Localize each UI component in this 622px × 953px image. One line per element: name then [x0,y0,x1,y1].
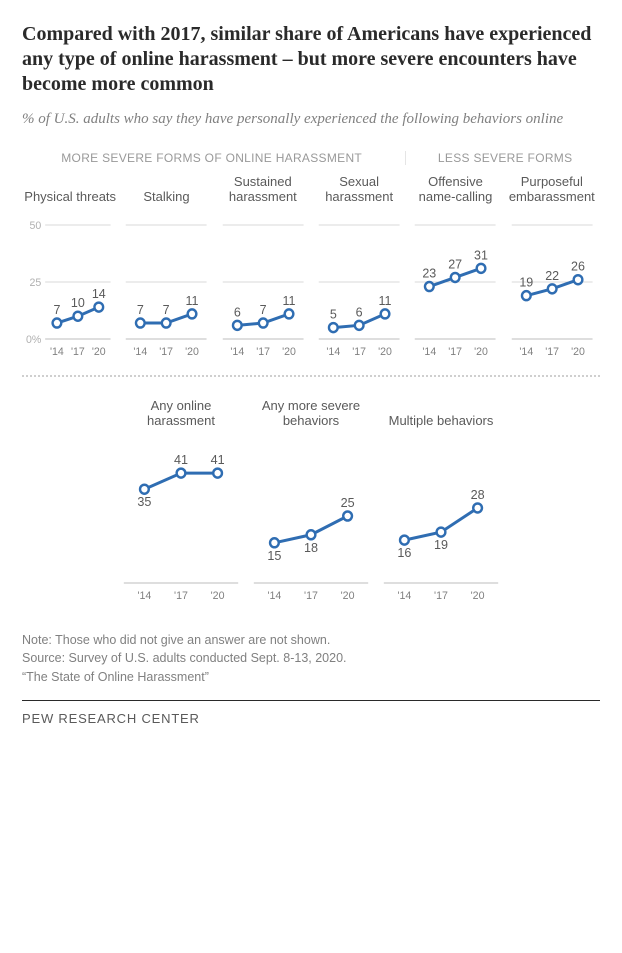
svg-text:5: 5 [330,307,337,322]
svg-text:18: 18 [304,540,318,555]
svg-text:'14: '14 [230,346,244,358]
svg-text:'20: '20 [571,346,585,358]
svg-text:'14: '14 [134,346,148,358]
svg-text:6: 6 [233,304,240,319]
svg-text:26: 26 [571,259,585,274]
panel-title: Any more severe behaviors [248,395,374,429]
svg-text:11: 11 [186,293,199,308]
svg-text:19: 19 [519,275,533,290]
chart-panel: Sexual harassment 5 6 11 '14 '17 '20 [311,171,407,359]
svg-text:'14: '14 [423,346,437,358]
mini-chart: 5 6 11 '14 '17 '20 [313,209,405,359]
svg-text:0%: 0% [26,334,42,346]
panel-title: Physical threats [24,171,116,205]
svg-text:'14: '14 [50,346,64,358]
chart-row-2: Any online harassment354141'14'17'20Any … [22,395,600,603]
svg-text:'20: '20 [185,346,199,358]
group-headers: MORE SEVERE FORMS OF ONLINE HARASSMENT L… [22,151,600,165]
chart-subtitle: % of U.S. adults who say they have perso… [22,109,600,129]
mini-chart: 35 41 41 '14 '17 '20 [118,433,244,603]
svg-text:'17: '17 [434,590,448,602]
mini-chart: 15 18 25 '14 '17 '20 [248,433,374,603]
svg-text:'17: '17 [256,346,270,358]
note-text: Note: Those who did not give an answer a… [22,631,600,649]
svg-text:41: 41 [174,452,188,467]
chart-panel: Any online harassment 35 41 41 '14 '17 '20 [116,395,246,603]
svg-text:31: 31 [474,247,488,262]
svg-text:'17: '17 [352,346,366,358]
chart-row-1: Physical threats0%255071014'14'17'20Stal… [22,171,600,359]
panel-title: Sexual harassment [313,171,405,205]
svg-text:'17: '17 [160,346,174,358]
row-divider [22,375,600,377]
svg-text:11: 11 [379,293,392,308]
svg-text:15: 15 [267,548,281,563]
svg-text:22: 22 [545,268,559,283]
svg-text:'20: '20 [211,590,225,602]
svg-text:'17: '17 [174,590,188,602]
svg-text:'17: '17 [545,346,559,358]
group-header-less-severe: LESS SEVERE FORMS [406,151,600,165]
svg-text:'14: '14 [519,346,533,358]
mini-chart: 0% 25 50 7 10 14 '14 '17 '20 [24,209,116,359]
panel-title: Any online harassment [118,395,244,429]
mini-chart: 19 22 26 '14 '17 '20 [506,209,598,359]
svg-text:11: 11 [282,293,295,308]
panel-title: Offensive name-calling [409,171,501,205]
svg-text:27: 27 [449,256,463,271]
mini-chart: 23 27 31 '14 '17 '20 [409,209,501,359]
svg-text:28: 28 [471,487,485,502]
brand: PEW RESEARCH CENTER [22,711,600,726]
svg-text:'20: '20 [474,346,488,358]
group-header-severe: MORE SEVERE FORMS OF ONLINE HARASSMENT [22,151,406,165]
svg-text:'20: '20 [378,346,392,358]
svg-text:7: 7 [137,302,144,317]
svg-text:'14: '14 [267,590,281,602]
svg-text:19: 19 [434,537,448,552]
mini-chart: 16 19 28 '14 '17 '20 [378,433,504,603]
svg-text:'17: '17 [449,346,463,358]
panel-title: Sustained harassment [217,171,309,205]
svg-text:50: 50 [30,220,42,232]
chart-panel: Any more severe behaviors 15 18 25 '14 '17 '20 [246,395,376,603]
svg-text:7: 7 [259,302,266,317]
svg-text:10: 10 [71,295,85,310]
chart-panel: Stalking 7 7 11 '14 '17 '20 [118,171,214,359]
chart-panel: Offensive name-calling 23 27 31 '14 '17 '20 [407,171,503,359]
svg-text:'14: '14 [137,590,151,602]
report-text: “The State of Online Harassment” [22,668,600,686]
svg-text:'17: '17 [71,346,85,358]
chart-panel: Purposeful embarassment 19 22 26 '14 '17 '20 [504,171,600,359]
svg-text:23: 23 [423,266,437,281]
svg-text:25: 25 [30,277,42,289]
svg-text:'14: '14 [397,590,411,602]
source-text: Source: Survey of U.S. adults conducted … [22,649,600,667]
svg-text:'20: '20 [341,590,355,602]
svg-text:'17: '17 [304,590,318,602]
panel-title: Stalking [120,171,212,205]
svg-text:'20: '20 [471,590,485,602]
chart-panel: Multiple behaviors 16 19 28 '14 '17 '20 [376,395,506,603]
svg-text:6: 6 [356,304,363,319]
svg-text:7: 7 [163,302,170,317]
chart-panel: Sustained harassment 6 7 11 '14 '17 '20 [215,171,311,359]
svg-text:41: 41 [211,452,225,467]
svg-text:14: 14 [92,286,106,301]
footnotes: Note: Those who did not give an answer a… [22,631,600,685]
panel-title: Purposeful embarassment [506,171,598,205]
svg-text:7: 7 [53,302,60,317]
panel-title: Multiple behaviors [378,395,504,429]
mini-chart: 7 7 11 '14 '17 '20 [120,209,212,359]
svg-text:25: 25 [341,495,355,510]
chart-title: Compared with 2017, similar share of Ame… [22,22,600,97]
svg-text:'14: '14 [326,346,340,358]
svg-text:16: 16 [397,545,411,560]
chart-panel: Physical threats 0% 25 50 7 10 14 '14 '17 '20 [22,171,118,359]
footer-rule [22,700,600,701]
svg-text:'20: '20 [282,346,296,358]
mini-chart: 6 7 11 '14 '17 '20 [217,209,309,359]
svg-text:'20: '20 [92,346,106,358]
svg-text:35: 35 [137,494,151,509]
